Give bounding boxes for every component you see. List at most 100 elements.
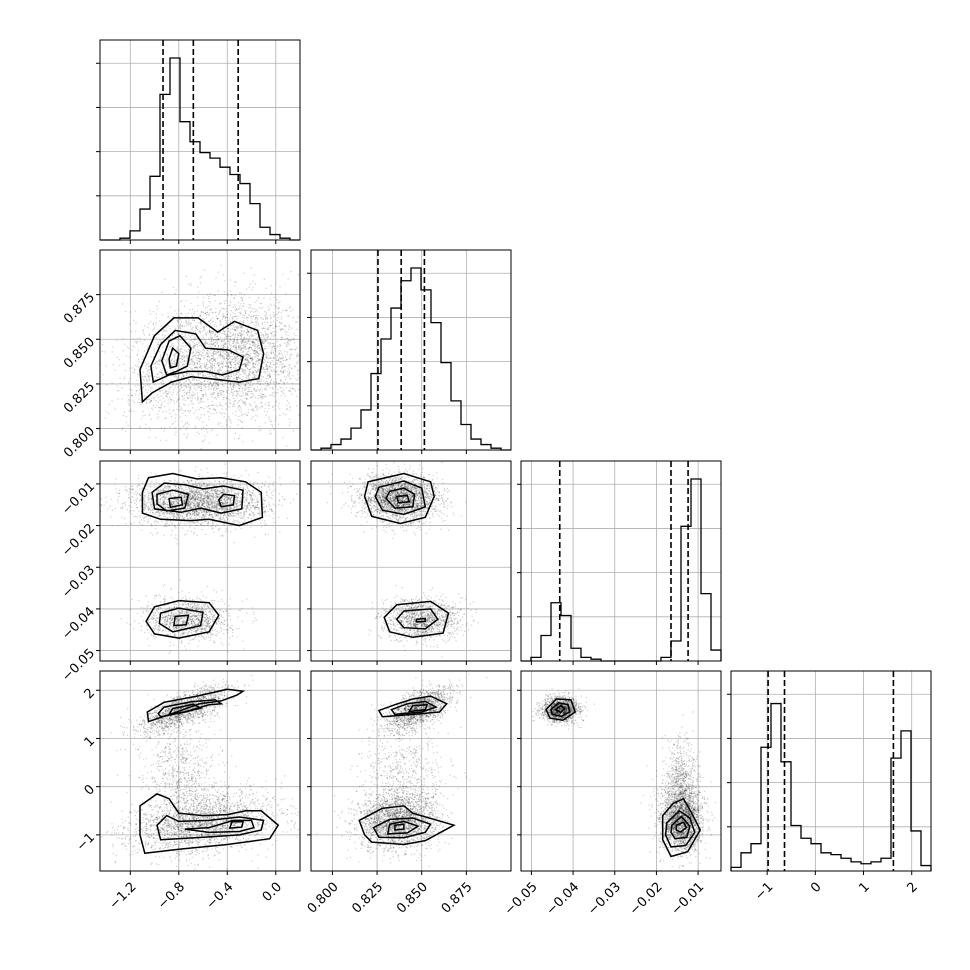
- sample-point: [265, 360, 267, 362]
- sample-point: [174, 292, 176, 295]
- sample-point: [244, 345, 246, 348]
- sample-point: [230, 348, 232, 351]
- sample-point: [230, 366, 232, 369]
- sample-point: [298, 388, 300, 391]
- sample-point: [98, 371, 99, 372]
- sample-point: [272, 345, 274, 348]
- sample-point: [139, 392, 141, 395]
- sample-point: [189, 309, 191, 311]
- sample-point: [227, 513, 229, 515]
- sample-point: [259, 396, 262, 398]
- sample-point: [229, 513, 231, 515]
- sample-point: [197, 304, 199, 307]
- sample-point: [200, 332, 202, 334]
- sample-point: [224, 377, 226, 379]
- sample-point: [177, 391, 179, 393]
- sample-point: [252, 363, 254, 365]
- sample-point: [171, 317, 173, 319]
- sample-point: [265, 387, 267, 389]
- sample-point: [196, 362, 198, 365]
- sample-point: [217, 317, 219, 320]
- sample-point: [214, 490, 217, 492]
- sample-point: [241, 378, 244, 381]
- sample-point: [267, 362, 269, 364]
- sample-point: [147, 506, 150, 508]
- sample-point: [167, 312, 169, 314]
- sample-point: [279, 414, 281, 417]
- sample-point: [222, 351, 224, 353]
- sample-point: [182, 365, 185, 367]
- sample-point: [255, 504, 257, 507]
- sample-point: [185, 496, 187, 499]
- sample-point: [243, 341, 245, 344]
- sample-point: [241, 379, 243, 381]
- sample-point: [210, 495, 212, 497]
- sample-point: [218, 339, 220, 341]
- sample-point: [111, 382, 113, 384]
- sample-point: [235, 359, 237, 362]
- sample-point: [256, 372, 258, 374]
- sample-point: [291, 382, 294, 385]
- sample-point: [189, 512, 191, 514]
- sample-point: [282, 273, 284, 275]
- sample-point: [226, 313, 229, 316]
- sample-point: [239, 332, 241, 334]
- sample-point: [217, 396, 219, 398]
- sample-point: [187, 404, 190, 406]
- sample-point: [214, 502, 216, 505]
- sample-point: [162, 338, 164, 340]
- sample-point: [273, 428, 275, 430]
- sample-point: [280, 350, 282, 352]
- sample-point: [227, 334, 229, 337]
- sample-point: [303, 400, 304, 401]
- sample-point: [250, 344, 252, 346]
- sample-point: [252, 407, 254, 409]
- sample-point: [174, 480, 176, 482]
- sample-point: [212, 501, 214, 503]
- sample-point: [232, 403, 235, 406]
- sample-point: [184, 384, 187, 387]
- sample-point: [239, 387, 241, 390]
- sample-point: [241, 343, 243, 345]
- sample-point: [268, 395, 271, 397]
- sample-point: [287, 315, 289, 317]
- sample-point: [255, 371, 258, 373]
- sample-point: [286, 353, 288, 355]
- sample-point: [174, 417, 177, 419]
- sample-point: [250, 357, 252, 360]
- sample-point: [192, 352, 194, 355]
- sample-point: [209, 373, 211, 375]
- sample-point: [227, 405, 229, 407]
- sample-point: [262, 318, 265, 320]
- sample-point: [237, 438, 239, 440]
- sample-point: [249, 509, 251, 511]
- sample-point: [136, 354, 138, 356]
- sample-point: [240, 297, 242, 299]
- sample-point: [321, 320, 322, 321]
- sample-point: [163, 525, 166, 528]
- sample-point: [203, 414, 206, 416]
- sample-point: [236, 342, 238, 345]
- sample-point: [225, 375, 228, 378]
- sample-point: [156, 490, 158, 492]
- sample-point: [172, 315, 174, 317]
- sample-point: [226, 335, 228, 338]
- sample-point: [212, 494, 214, 496]
- sample-point: [252, 393, 254, 395]
- sample-point: [108, 412, 110, 415]
- sample-point: [260, 379, 262, 382]
- sample-point: [216, 388, 218, 390]
- sample-point: [276, 359, 278, 362]
- sample-point: [288, 324, 290, 327]
- sample-point: [203, 329, 205, 332]
- sample-point: [117, 398, 120, 400]
- sample-point: [189, 388, 192, 390]
- sample-point: [116, 356, 119, 359]
- sample-point: [181, 364, 183, 366]
- sample-point: [166, 330, 168, 332]
- sample-point: [240, 348, 242, 350]
- sample-point: [138, 366, 140, 369]
- sample-point: [267, 366, 269, 368]
- sample-point: [196, 325, 199, 327]
- sample-point: [172, 515, 174, 517]
